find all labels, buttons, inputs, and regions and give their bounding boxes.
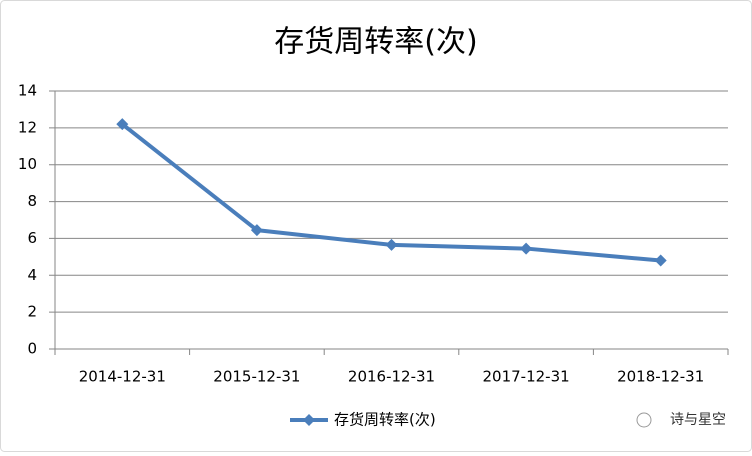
x-tick-label: 2015-12-31: [213, 368, 300, 386]
watermark: 诗与星空: [670, 412, 726, 428]
y-tick-label: 10: [18, 155, 37, 173]
data-point: [385, 238, 398, 251]
x-tick-label: 2014-12-31: [79, 368, 166, 386]
y-tick-label: 0: [27, 340, 37, 358]
x-tick-label: 2016-12-31: [348, 368, 435, 386]
y-tick-label: 4: [27, 266, 37, 284]
data-point: [654, 254, 667, 267]
data-point: [116, 118, 129, 131]
legend-label: 存货周转率(次): [334, 411, 436, 429]
y-tick-label: 2: [27, 303, 37, 321]
data-point: [250, 224, 263, 237]
y-tick-label: 12: [18, 118, 37, 136]
data-point: [520, 242, 533, 255]
x-tick-label: 2017-12-31: [483, 368, 570, 386]
y-tick-label: 6: [27, 229, 37, 247]
legend-marker: [303, 414, 315, 426]
watermark-icon: [636, 412, 652, 428]
chart-title: 存货周转率(次): [274, 25, 477, 60]
x-tick-label: 2018-12-31: [617, 368, 704, 386]
y-tick-label: 14: [18, 82, 37, 100]
y-tick-label: 8: [27, 192, 37, 210]
